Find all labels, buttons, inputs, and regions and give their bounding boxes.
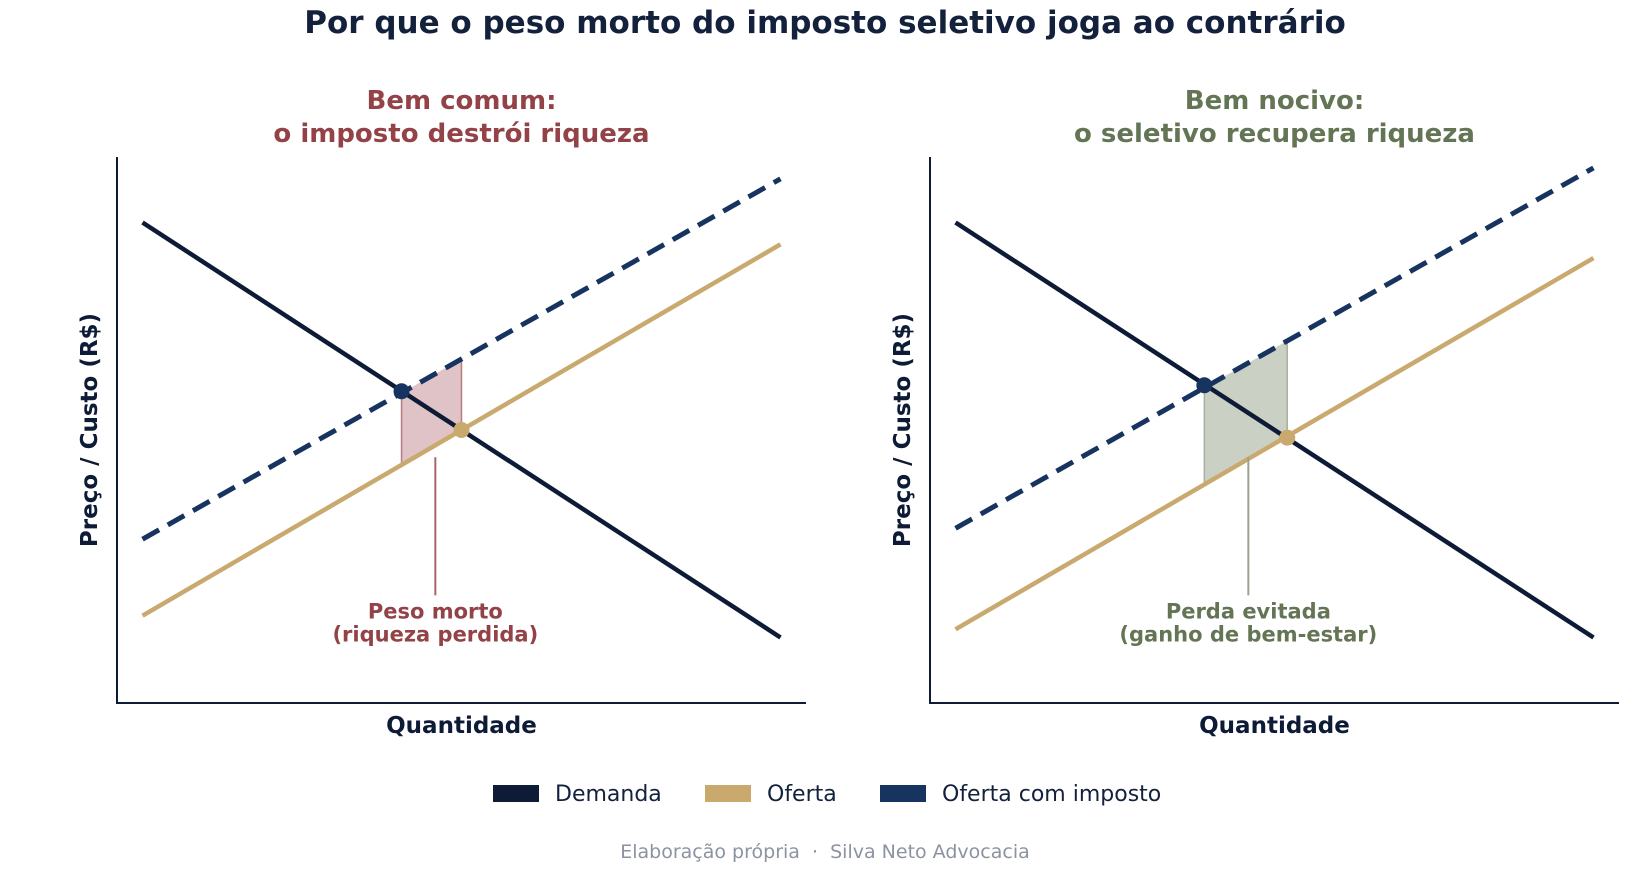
series-line-demanda xyxy=(954,220,1595,640)
main-title: Por que o peso morto do imposto seletivo… xyxy=(304,5,1346,41)
panel-title: Bem nocivo: xyxy=(1185,86,1365,116)
legend-label-oferta-com-imposto: Oferta com imposto xyxy=(942,782,1161,807)
series-line-oferta-com-imposto xyxy=(954,165,1595,531)
series-line-oferta-com-imposto xyxy=(141,176,782,542)
point-equilibrio-sem-imposto xyxy=(1279,429,1296,446)
y-axis-label: Preço / Custo (R$) xyxy=(77,313,103,547)
legend-label-demanda: Demanda xyxy=(555,782,662,807)
legend-swatch-demanda xyxy=(493,785,539,802)
annotation-line-1: (ganho de bem-estar) xyxy=(1119,622,1377,646)
legend-label-oferta: Oferta xyxy=(767,782,837,807)
footer-credit: Elaboração própria · Silva Neto Advocaci… xyxy=(620,841,1030,863)
annotation-line-0: Peso morto xyxy=(368,599,503,623)
panel-title: Bem comum: xyxy=(367,86,557,116)
point-equilibrio-sem-imposto xyxy=(453,422,470,438)
legend: Demanda Oferta Oferta com imposto xyxy=(493,782,1161,807)
series-line-oferta xyxy=(954,256,1595,632)
panel-subtitle: o imposto destrói riqueza xyxy=(273,119,649,149)
legend-swatch-oferta xyxy=(705,785,751,802)
annotation-line-0: Perda evitada xyxy=(1166,599,1331,623)
y-axis-label: Preço / Custo (R$) xyxy=(890,313,916,547)
chart-panel-bem-comum: Bem comum:o imposto destrói riqueza Quant… xyxy=(77,86,806,739)
x-axis-label: Quantidade xyxy=(1199,713,1350,739)
annotation-line-1: (riqueza perdida) xyxy=(332,622,538,646)
x-axis-label: Quantidade xyxy=(386,713,537,739)
chart-panel-bem-nocivo: Bem nocivo:o seletivo recupera riqueza Qu… xyxy=(890,86,1619,739)
panel-subtitle: o seletivo recupera riqueza xyxy=(1074,119,1475,149)
point-equilibrio-com-imposto xyxy=(1196,377,1213,394)
legend-swatch-oferta-com-imposto xyxy=(880,785,926,802)
point-equilibrio-com-imposto xyxy=(393,383,410,400)
